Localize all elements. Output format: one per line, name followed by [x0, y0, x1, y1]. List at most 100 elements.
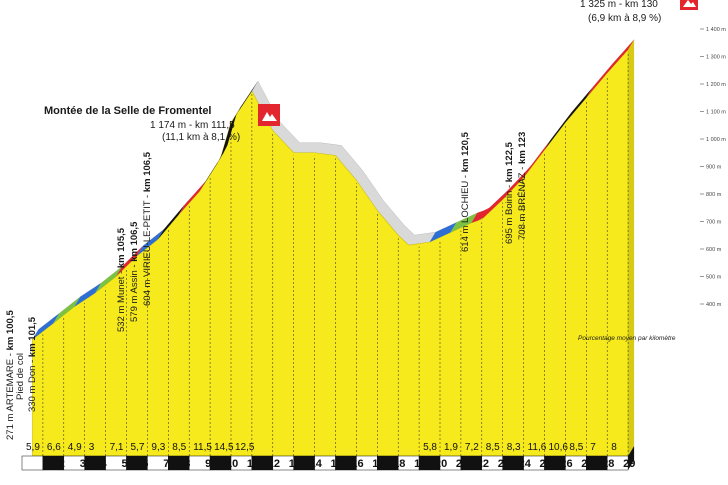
ridge-segment [178, 181, 206, 215]
summit1-detail: (11,1 km à 8,1 %) [162, 132, 240, 143]
km-label: 15 [331, 458, 343, 470]
y-tick-label: 700 m [706, 220, 722, 226]
y-tick-label: 1 300 m [706, 55, 726, 61]
svg-text:Pied de col: Pied de col [15, 353, 26, 400]
label-assin: 579 m Assin - km 106,5 [129, 221, 140, 322]
km-label: 18 [393, 458, 405, 470]
km-label: 29 [623, 458, 635, 470]
climb-title: Montée de la Selle de Fromentel [44, 105, 212, 117]
percent-label: 4,9 [68, 442, 82, 453]
y-tick-label: 1 200 m [706, 82, 726, 88]
y-axis: 400 m 500 m 600 m 700 m 800 m 900 m 1 000 m 1 1… [700, 27, 726, 308]
label-boirin: 695 m Boirin - km 122,5 [504, 141, 515, 244]
km-label: 21 [456, 458, 468, 470]
label-munet-km: km 105,5 [116, 227, 127, 268]
svg-text:579 m Assin - km 106,5: 579 m Assin - km 106,5 [129, 221, 140, 322]
label-pied-de-col: Pied de col [15, 353, 26, 400]
label-lochieu-name: 614 m LOCHIEU - [460, 172, 471, 252]
y-tick-label: 1 400 m [706, 27, 726, 33]
km-label: 16 [351, 458, 363, 470]
ridge-segment [471, 140, 551, 223]
ridge-segment [32, 313, 60, 340]
km-label: 3 [80, 458, 86, 470]
km-label: 25 [540, 458, 552, 470]
label-don: 330 m Don - km 101,5 [27, 316, 38, 412]
km-axis: 2 3 4 5 6 7 8 9 10 11 12 13 14 15 16 17 18 19 20 21 22 23 24 25… [21, 446, 635, 471]
summit1-flag-icon [258, 104, 280, 126]
y-tick-label: 1 100 m [706, 110, 726, 116]
percent-label: 7,2 [465, 442, 479, 453]
chart-subtitle: Pourcentage moyen par kilomètre [578, 335, 676, 342]
y-tick-label: 500 m [706, 275, 722, 281]
svg-text:708 m BRÉNAZ - km 123: 708 m BRÉNAZ - km 123 [517, 132, 528, 240]
svg-text:532 m Munet - km 105,5: 532 m Munet - km 105,5 [116, 227, 127, 332]
label-artemare-km: km 100,5 [5, 310, 16, 351]
label-don-km: km 101,5 [27, 316, 38, 357]
percent-label: 8,5 [569, 442, 583, 453]
label-artemare: 271 m ARTEMARE - km 100,5 [5, 310, 16, 440]
profile-ridge [32, 39, 635, 340]
ridge-segment [157, 204, 185, 240]
percent-label: 8 [611, 442, 617, 453]
label-brenaz: 708 m BRÉNAZ - km 123 [517, 132, 528, 240]
summit2-altitude: 1 325 m - km 130 [580, 0, 658, 10]
label-lochieu-km: km 120,5 [460, 131, 471, 172]
km-label: 17 [372, 458, 384, 470]
km-cell [21, 455, 44, 471]
label-lochieu: 614 m LOCHIEU - km 120,5 [460, 131, 471, 252]
summit2-flag-icon [680, 0, 698, 10]
svg-text:695 m Boirin - km 122,5: 695 m Boirin - km 122,5 [504, 141, 515, 244]
label-assin-km: km 106,5 [129, 221, 140, 262]
percent-label: 11,6 [528, 442, 547, 453]
km-label: 6 [142, 458, 148, 470]
percent-label: 6,6 [47, 442, 61, 453]
ridge-segment [199, 81, 258, 192]
percent-label: 5,8 [423, 442, 437, 453]
svg-text:271 m ARTEMARE - km 100,5: 271 m ARTEMARE - km 100,5 [5, 310, 16, 440]
ridge-segment [116, 245, 143, 277]
summit1-altitude: 1 174 m - km 111,5 [150, 120, 235, 131]
percent-label: 14,5 [214, 442, 234, 453]
km-cell [606, 455, 629, 471]
label-virieu-name: 604 m VIRIEU-LE-PETIT - [142, 192, 153, 306]
percent-label: 5,7 [131, 442, 145, 453]
label-munet: 532 m Munet - km 105,5 [116, 227, 127, 332]
ridge-segment [53, 296, 81, 324]
percent-label: 5,9 [26, 442, 40, 453]
km-label: 4 [101, 458, 108, 470]
km-label: 5 [122, 458, 128, 470]
percent-label: 8,3 [507, 442, 521, 453]
ridge-segment [586, 39, 635, 98]
km-label: 28 [602, 458, 614, 470]
label-assin-name: 579 m Assin - [129, 262, 140, 322]
profile-area [32, 39, 635, 457]
ridge-segment [74, 283, 102, 307]
percent-label: 7,1 [110, 442, 124, 453]
km-label: 2 [59, 458, 65, 470]
ridge-segment [450, 212, 478, 233]
percent-labels: 5,9 6,6 4,9 3 7,1 5,7 9,3 8,5 11,5 14,5 12,5 5,8 1,9… [26, 442, 617, 453]
ridge-segment [136, 229, 164, 256]
profile-side-face [628, 39, 635, 456]
svg-text:614 m LOCHIEU - km 120,5: 614 m LOCHIEU - km 120,5 [460, 131, 471, 252]
summit2-detail: (6,9 km à 8,9 %) [588, 13, 661, 24]
km-label: 26 [560, 458, 572, 470]
percent-label: 11,5 [193, 442, 212, 453]
ridge-segment [429, 222, 457, 243]
y-tick-label: 400 m [706, 302, 722, 308]
km-label: 9 [205, 458, 211, 470]
km-label: 7 [163, 458, 169, 470]
percent-label: 1,9 [444, 442, 458, 453]
km-label: 23 [498, 458, 510, 470]
svg-text:330 m Don - km 101,5: 330 m Don - km 101,5 [27, 316, 38, 412]
km-label: 24 [519, 458, 532, 470]
ridge-segment [95, 266, 123, 293]
label-artemare-name: 271 m ARTEMARE - [5, 350, 16, 440]
y-tick-label: 900 m [706, 165, 722, 171]
y-tick-label: 600 m [706, 247, 722, 253]
km-label: 10 [226, 458, 238, 470]
percent-label: 8,5 [172, 442, 186, 453]
label-boirin-km: km 122,5 [504, 141, 515, 182]
km-label: 11 [247, 458, 259, 470]
